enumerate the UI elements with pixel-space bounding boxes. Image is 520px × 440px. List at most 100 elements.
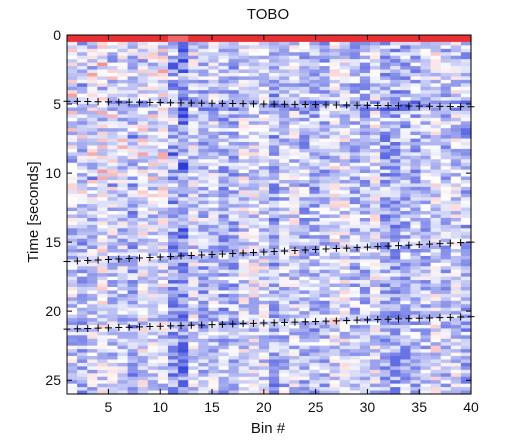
heatmap-cell bbox=[168, 148, 179, 153]
heatmap-cell bbox=[97, 211, 108, 216]
heatmap-cell bbox=[87, 390, 98, 395]
heatmap-cell bbox=[238, 221, 250, 226]
heatmap-cell bbox=[460, 152, 472, 157]
heatmap-cell bbox=[380, 286, 391, 292]
heatmap-cell bbox=[339, 131, 351, 136]
heatmap-cell bbox=[289, 307, 300, 312]
heatmap-cell bbox=[440, 280, 452, 285]
heatmap-cell bbox=[117, 297, 129, 302]
heatmap-cell bbox=[339, 380, 351, 385]
heatmap-cell bbox=[218, 221, 230, 226]
heatmap-cell bbox=[198, 52, 209, 57]
heatmap-cell bbox=[248, 262, 260, 267]
heatmap-cell bbox=[370, 159, 381, 164]
heatmap-cell bbox=[460, 162, 472, 167]
heatmap-cell bbox=[269, 162, 280, 167]
heatmap-cell bbox=[107, 211, 119, 216]
heatmap-cell bbox=[178, 266, 189, 271]
heatmap-cell bbox=[390, 297, 401, 302]
heatmap-cell bbox=[87, 169, 98, 174]
heatmap-cell bbox=[349, 41, 361, 46]
heatmap-cell bbox=[349, 224, 361, 229]
heatmap-cell bbox=[400, 221, 411, 226]
heatmap-cell bbox=[147, 204, 159, 209]
heatmap-cell bbox=[339, 90, 351, 95]
heatmap-cell bbox=[279, 359, 290, 364]
heatmap-cell bbox=[87, 211, 98, 216]
heatmap-cell bbox=[157, 148, 169, 153]
heatmap-cell bbox=[319, 311, 331, 316]
heatmap-cell bbox=[67, 318, 78, 323]
heatmap-cell bbox=[279, 242, 290, 247]
heatmap-cell bbox=[258, 214, 270, 219]
heatmap-cell bbox=[188, 300, 199, 305]
heatmap-cell bbox=[309, 307, 321, 312]
heatmap-cell bbox=[410, 293, 422, 298]
heatmap-cell bbox=[380, 297, 391, 302]
heatmap-cell bbox=[359, 390, 371, 395]
heatmap-cell bbox=[137, 249, 149, 254]
heatmap-cell bbox=[248, 235, 260, 240]
heatmap-cell bbox=[77, 166, 88, 171]
heatmap-cell bbox=[127, 176, 139, 181]
heatmap-cell bbox=[107, 59, 119, 64]
heatmap-cell bbox=[157, 76, 169, 81]
heatmap-cell bbox=[258, 359, 270, 364]
heatmap-cell bbox=[258, 255, 270, 260]
heatmap-cell bbox=[137, 214, 149, 219]
heatmap-cell bbox=[87, 262, 98, 267]
heatmap-cell bbox=[339, 286, 351, 292]
heatmap-cell bbox=[430, 62, 442, 67]
heatmap-cell bbox=[339, 104, 351, 109]
pick-marker bbox=[136, 254, 144, 262]
heatmap-cell bbox=[359, 252, 371, 257]
heatmap-cell bbox=[248, 211, 260, 216]
heatmap-cell bbox=[127, 342, 139, 347]
heatmap-cell bbox=[218, 324, 230, 330]
heatmap-cell bbox=[188, 173, 199, 178]
heatmap-cell bbox=[420, 283, 432, 288]
heatmap-cell bbox=[289, 197, 300, 202]
heatmap-cell bbox=[147, 121, 159, 126]
heatmap-cell bbox=[248, 345, 260, 350]
heatmap-cell bbox=[218, 307, 230, 312]
heatmap-cell bbox=[137, 72, 149, 78]
heatmap-cell bbox=[279, 304, 290, 309]
heatmap-cell bbox=[390, 352, 401, 357]
heatmap-cell bbox=[228, 214, 240, 219]
heatmap-cell bbox=[238, 59, 250, 64]
heatmap-cell bbox=[208, 276, 220, 281]
heatmap-cell bbox=[168, 297, 179, 302]
heatmap-cell bbox=[359, 166, 371, 171]
heatmap-cell bbox=[319, 335, 331, 340]
heatmap-cell bbox=[359, 286, 371, 292]
heatmap-cell bbox=[107, 283, 119, 288]
heatmap-cell bbox=[198, 79, 209, 84]
heatmap-cell bbox=[339, 338, 351, 343]
heatmap-cell bbox=[289, 173, 300, 178]
heatmap-cell bbox=[279, 369, 290, 374]
heatmap-cell bbox=[329, 380, 341, 385]
heatmap-cell bbox=[117, 86, 129, 91]
heatmap-cell bbox=[309, 259, 321, 264]
heatmap-cell bbox=[400, 369, 411, 374]
heatmap-cell bbox=[77, 135, 88, 140]
heatmap-cell bbox=[410, 262, 422, 267]
heatmap-cell bbox=[198, 135, 209, 140]
heatmap-cell bbox=[157, 266, 169, 271]
heatmap-cell bbox=[228, 262, 240, 267]
heatmap-cell bbox=[430, 276, 442, 281]
heatmap-cell bbox=[258, 349, 270, 354]
heatmap-cell bbox=[359, 214, 371, 219]
heatmap-cell bbox=[178, 190, 189, 195]
heatmap-cell bbox=[380, 155, 391, 160]
heatmap-cell bbox=[299, 35, 310, 40]
heatmap-cell bbox=[269, 135, 280, 140]
heatmap-cell bbox=[339, 97, 351, 102]
heatmap-cell bbox=[97, 173, 108, 178]
heatmap-cell bbox=[117, 318, 129, 323]
heatmap-cell bbox=[460, 362, 472, 367]
heatmap-cell bbox=[400, 331, 411, 336]
heatmap-cell bbox=[87, 266, 98, 271]
heatmap-cell bbox=[178, 231, 189, 236]
